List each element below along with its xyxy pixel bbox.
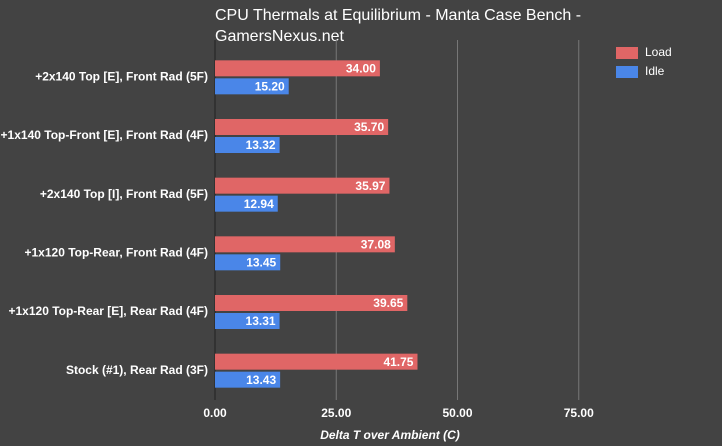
bar [215, 177, 390, 194]
legend-swatch [616, 66, 638, 78]
bar [215, 137, 280, 153]
chart-title: CPU Thermals at Equilibrium - Manta Case… [215, 7, 582, 45]
x-tick-label: 25.00 [321, 406, 351, 420]
x-tick-label: 50.00 [442, 406, 472, 420]
legend-label: Idle [645, 64, 665, 78]
value-label: 41.75 [383, 355, 413, 369]
x-tick-label: 0.00 [203, 406, 227, 420]
value-label: 37.08 [361, 238, 391, 252]
bar [215, 236, 395, 253]
y-tick-label: +2x140 Top [E], Front Rad (5F) [35, 70, 208, 84]
bar [215, 313, 280, 329]
bar [215, 254, 281, 271]
value-label: 35.70 [354, 120, 384, 134]
value-label: 13.43 [246, 373, 276, 387]
value-label: 13.45 [246, 256, 276, 270]
bar [215, 371, 281, 388]
value-label: 39.65 [373, 296, 403, 310]
value-label: 34.00 [346, 62, 376, 76]
y-tick-label: +2x140 Top [I], Front Rad (5F) [40, 187, 208, 201]
legend-label: Load [645, 45, 672, 59]
value-label: 15.20 [255, 80, 285, 94]
value-label: 13.31 [246, 314, 276, 328]
bar [215, 353, 418, 370]
bar [215, 195, 278, 212]
x-axis-title: Delta T over Ambient (C) [320, 428, 460, 442]
bar [215, 295, 408, 311]
x-tick-label: 75.00 [564, 406, 594, 420]
bar [215, 78, 289, 95]
y-tick-label: +1x140 Top-Front [E], Front Rad (4F) [1, 128, 208, 142]
y-tick-label: Stock (#1), Rear Rad (3F) [66, 363, 208, 377]
y-tick-label: +1x120 Top-Rear [E], Rear Rad (4F) [8, 304, 208, 318]
bar [215, 60, 380, 77]
legend-swatch [616, 47, 638, 59]
value-label: 13.32 [246, 138, 276, 152]
y-tick-label: +1x120 Top-Rear, Front Rad (4F) [25, 246, 209, 260]
value-label: 12.94 [244, 197, 274, 211]
value-label: 35.97 [355, 179, 385, 193]
bar [215, 119, 389, 135]
